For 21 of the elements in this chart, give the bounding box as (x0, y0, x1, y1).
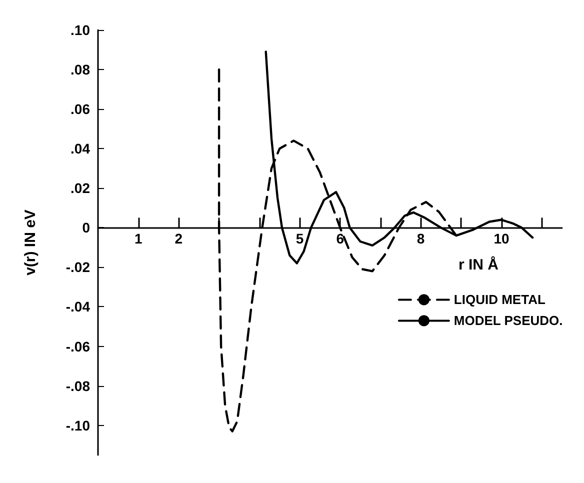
y-tick-label: -.10 (66, 417, 90, 434)
y-tick-label: .06 (70, 101, 90, 118)
y-tick-label: .02 (70, 180, 90, 196)
x-tick-label: 6 (336, 230, 344, 247)
x-axis-title: r IN Å (458, 256, 499, 274)
x-tick-label: 10 (494, 230, 510, 247)
x-tick-label: 8 (416, 230, 425, 247)
y-tick-label: .04 (70, 140, 90, 157)
y-tick-label: -.08 (66, 378, 90, 394)
y-tick-label: 0 (82, 220, 90, 236)
y-axis-title: v(r) IN eV (22, 210, 39, 276)
legend-label: LIQUID METAL (454, 292, 546, 308)
y-tick-label: -.04 (66, 298, 90, 315)
y-tick-label: .10 (70, 22, 90, 38)
x-tick-label: 5 (296, 230, 304, 247)
y-tick-label: .08 (70, 62, 90, 78)
x-tick-label: 2 (174, 230, 183, 247)
legend-label: MODEL PSEUDO. (454, 313, 563, 328)
x-tick-label: 1 (134, 230, 142, 247)
y-tick-label: -.06 (66, 338, 90, 354)
y-tick-label: -.02 (66, 259, 90, 276)
